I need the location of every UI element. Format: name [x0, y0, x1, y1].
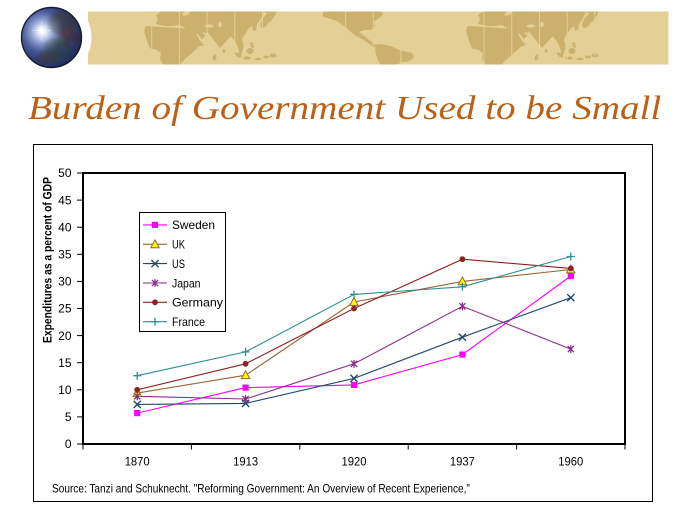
svg-text:5: 5: [65, 410, 72, 424]
svg-text:UK: UK: [172, 238, 185, 252]
svg-text:1937: 1937: [450, 455, 475, 469]
svg-text:1913: 1913: [233, 455, 258, 469]
svg-text:50: 50: [58, 166, 72, 180]
svg-text:France: France: [172, 315, 205, 329]
svg-text:0: 0: [65, 437, 72, 451]
svg-text:Expenditures as a percent of G: Expenditures as a percent of GDP: [43, 177, 55, 343]
svg-text:10: 10: [58, 383, 72, 397]
svg-text:1920: 1920: [342, 455, 367, 469]
svg-text:1960: 1960: [558, 455, 583, 469]
svg-text:Germany: Germany: [172, 296, 223, 310]
svg-text:Sweden: Sweden: [172, 218, 215, 232]
svg-text:Source: Tanzi and Schuknecht.: Source: Tanzi and Schuknecht. "Reforming…: [52, 482, 470, 496]
svg-text:Japan: Japan: [172, 276, 201, 290]
svg-text:25: 25: [58, 302, 72, 316]
svg-text:35: 35: [58, 248, 72, 262]
svg-text:30: 30: [58, 275, 72, 289]
svg-text:US: US: [172, 257, 185, 271]
svg-text:20: 20: [58, 329, 72, 343]
svg-text:40: 40: [58, 220, 72, 234]
svg-text:1870: 1870: [125, 455, 150, 469]
svg-text:15: 15: [58, 356, 72, 370]
svg-text:45: 45: [58, 193, 72, 207]
